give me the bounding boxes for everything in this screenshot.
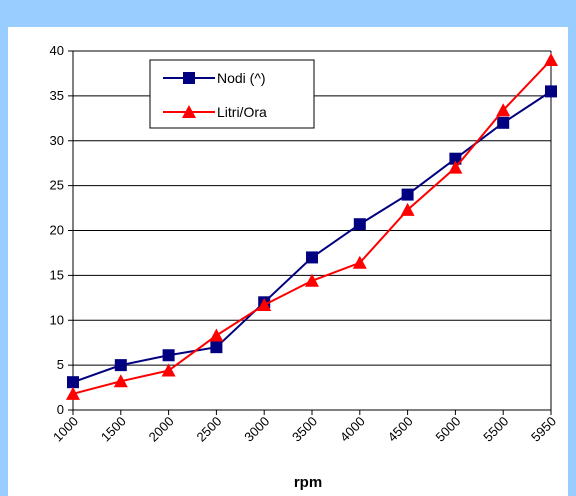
x-axis-title: rpm (294, 474, 322, 491)
y-tick-label: 10 (50, 312, 64, 327)
data-point (400, 202, 415, 216)
data-point (401, 188, 414, 201)
legend-label-litri: Litri/Ora (217, 104, 267, 120)
x-tick-label: 1500 (98, 414, 129, 445)
data-point (66, 386, 80, 400)
series (66, 52, 558, 400)
data-point (209, 328, 224, 342)
legend-marker-litri (182, 105, 196, 118)
y-tick-label: 30 (50, 133, 64, 148)
data-point (210, 341, 223, 354)
legend-marker-nodi (183, 72, 195, 84)
data-point (257, 297, 272, 311)
x-tick-label: 3000 (241, 414, 272, 445)
y-tick-label: 15 (50, 267, 64, 282)
data-point (67, 376, 79, 389)
y-tick-label: 5 (57, 357, 64, 372)
y-tick-label: 0 (57, 402, 64, 417)
x-tick-label: 2000 (146, 414, 177, 445)
x-tick-label: 2500 (193, 414, 224, 445)
data-point (497, 116, 510, 129)
legend: Nodi (^) Litri/Ora (149, 59, 315, 129)
x-tick-label: 4000 (337, 414, 368, 445)
data-point (353, 218, 366, 231)
data-point (305, 273, 319, 287)
data-point (449, 152, 462, 165)
y-tick-label: 25 (50, 178, 64, 193)
data-point (448, 160, 463, 174)
x-tick-label: 4500 (385, 414, 416, 445)
x-tick-label: 5950 (528, 414, 559, 445)
data-point (162, 349, 175, 362)
x-tick-label: 5000 (432, 414, 463, 445)
x-tick-label: 1000 (50, 414, 81, 445)
legend-label-nodi: Nodi (^) (217, 70, 266, 86)
data-point (306, 251, 318, 264)
y-tick-labels: 0 5 10 15 20 25 30 35 40 (50, 43, 64, 417)
y-tick-label: 20 (50, 223, 64, 238)
y-tick-label: 40 (50, 43, 64, 58)
data-point (113, 374, 128, 388)
data-point (544, 52, 558, 66)
x-tick-label: 5500 (480, 414, 511, 445)
legend-box (149, 59, 315, 129)
x-tick-label: 3500 (289, 414, 320, 445)
series-line (72, 90, 552, 384)
data-point (161, 363, 176, 377)
axes (68, 50, 552, 415)
data-point (496, 103, 511, 117)
y-tick-label: 35 (50, 88, 64, 103)
data-point (545, 85, 557, 98)
series-litri (66, 52, 558, 400)
series-nodi (67, 85, 557, 389)
x-tick-labels: 1000 1500 2000 2500 3000 3500 4000 4500 5000 5500… (50, 414, 559, 445)
data-point (352, 255, 367, 269)
data-point (114, 359, 127, 372)
